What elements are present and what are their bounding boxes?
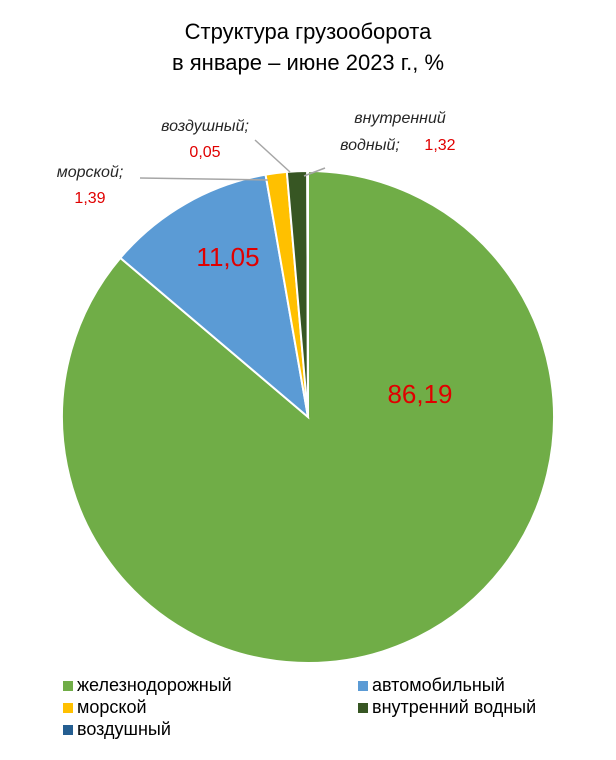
callout-name: водный;: [340, 137, 400, 154]
callout-name: воздушный;: [161, 118, 249, 135]
legend-label: внутренний водный: [372, 697, 536, 717]
data-label: 11,05: [196, 242, 259, 272]
callout-name: внутренний: [354, 110, 446, 127]
pie-slice: [306, 169, 309, 418]
data-label: 1,32: [424, 137, 455, 154]
leader-line: [254, 139, 291, 173]
callout-name: морской;: [57, 164, 124, 181]
legend-swatch: [63, 725, 73, 735]
legend-swatch: [358, 703, 368, 713]
leader-line: [303, 167, 326, 177]
chart-title: Структура грузооборота: [185, 19, 432, 44]
legend-label: железнодорожный: [77, 675, 232, 695]
data-label: 86,19: [387, 379, 452, 409]
legend-label: автомобильный: [372, 675, 505, 695]
legend-label: морской: [77, 697, 147, 717]
leader-line: [139, 177, 269, 181]
data-label: 0,05: [189, 144, 220, 161]
data-label: 1,39: [74, 190, 105, 207]
legend-swatch: [63, 681, 73, 691]
legend-swatch: [358, 681, 368, 691]
legend-swatch: [63, 703, 73, 713]
chart-subtitle: в январе – июне 2023 г., %: [172, 50, 444, 75]
legend-label: воздушный: [77, 719, 171, 739]
pie-slice: [118, 173, 310, 420]
